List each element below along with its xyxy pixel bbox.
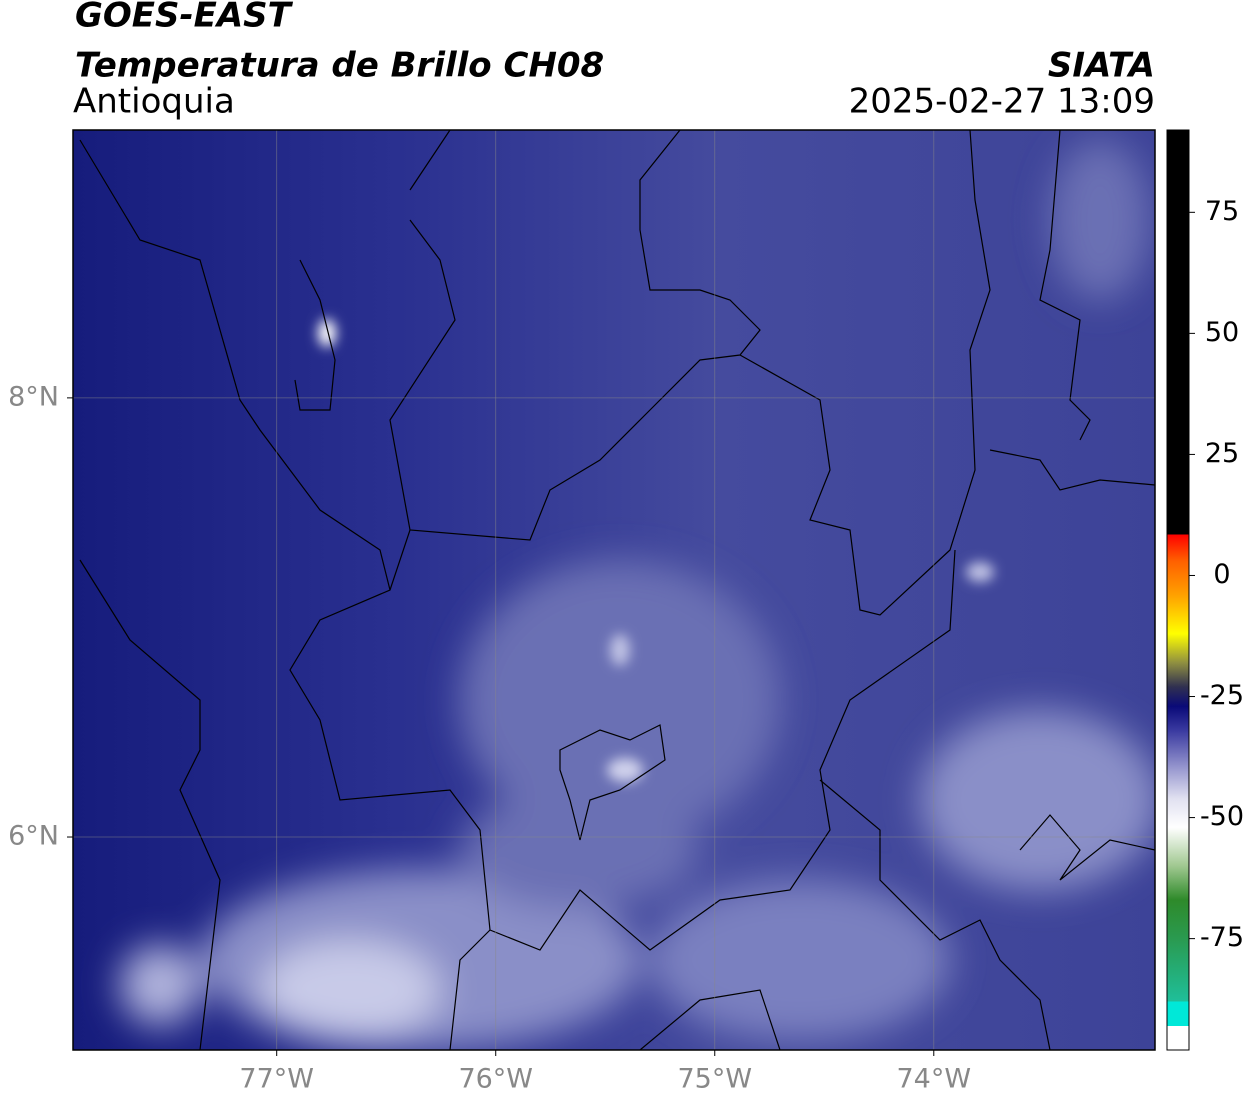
y-tick-label: 6°N: [8, 821, 59, 852]
colorbar-tick-label: 25: [1205, 438, 1239, 469]
source: SIATA: [1048, 46, 1155, 86]
title: GOES-EAST: [75, 0, 294, 36]
colorbar-tick-label: 0: [1213, 559, 1230, 590]
colorbar: [1166, 129, 1190, 1051]
map-area: [73, 130, 1155, 1050]
colorbar-tick-label: -25: [1200, 680, 1244, 711]
bright-spots: [318, 319, 994, 782]
subtitle: Temperatura de Brillo CH08: [75, 46, 604, 86]
cloud-field: [120, 140, 1155, 1050]
x-tick-label: 74°W: [897, 1064, 972, 1095]
colorbar-tick-label: -50: [1200, 801, 1244, 832]
map-frame: [72, 129, 1156, 1051]
x-tick-label: 77°W: [239, 1064, 314, 1095]
colorbar-tick-label: -75: [1200, 922, 1244, 953]
x-tick-label: 75°W: [677, 1064, 752, 1095]
borders: [79, 130, 1155, 1050]
colorbar-tick-label: 75: [1205, 196, 1239, 227]
colorbar-tick-label: 50: [1205, 317, 1239, 348]
x-tick-label: 76°W: [458, 1064, 533, 1095]
timestamp: 2025-02-27 13:09: [849, 82, 1155, 122]
y-tick-label: 8°N: [8, 381, 59, 412]
region: Antioquia: [73, 82, 235, 122]
